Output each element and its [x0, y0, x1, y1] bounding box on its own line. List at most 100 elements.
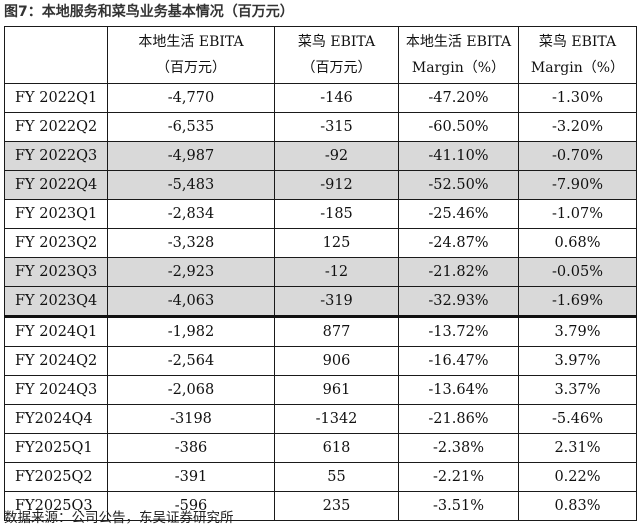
period-cell: FY2024Q4	[4, 404, 108, 434]
header-cainiao-ebita: 菜鸟 EBITA （百万元）	[274, 26, 399, 84]
local-margin-cell: -13.64%	[398, 375, 519, 405]
period-cell: FY 2023Q3	[4, 257, 108, 287]
cainiao-ebita-cell: -315	[274, 112, 399, 142]
cainiao-ebita-cell: -912	[274, 170, 399, 200]
local-ebita-cell: -5,483	[107, 170, 275, 200]
table-row: FY 2022Q3 -4,987 -92 -41.10% -0.70%	[4, 141, 637, 171]
local-ebita-cell: -2,068	[107, 375, 275, 405]
source-note: 数据来源：公司公告，东吴证券研究所	[4, 510, 234, 526]
period-cell: FY 2022Q4	[4, 170, 108, 200]
table-row: FY 2023Q1 -2,834 -185 -25.46% -1.07%	[4, 199, 637, 229]
period-cell: FY 2024Q2	[4, 346, 108, 376]
local-ebita-cell: -2,564	[107, 346, 275, 376]
local-ebita-cell: -4,987	[107, 141, 275, 171]
period-cell: FY2025Q3	[4, 491, 108, 521]
local-ebita-cell: -1,982	[107, 315, 275, 347]
cainiao-margin-cell: -5.46%	[518, 404, 637, 434]
local-margin-cell: -2.38%	[398, 433, 519, 463]
local-margin-cell: -47.20%	[398, 83, 519, 113]
local-margin-cell: -3.51%	[398, 491, 519, 521]
cainiao-margin-cell: -0.05%	[518, 257, 637, 287]
header-local-margin: 本地生活 EBITA Margin（%）	[398, 26, 519, 84]
local-margin-cell: -21.86%	[398, 404, 519, 434]
period-cell: FY 2022Q1	[4, 83, 108, 113]
table-row: FY2024Q4 -3198 -1342 -21.86% -5.46%	[4, 404, 637, 434]
cainiao-margin-cell: -3.20%	[518, 112, 637, 142]
cainiao-margin-cell: -7.90%	[518, 170, 637, 200]
period-cell: FY2025Q1	[4, 433, 108, 463]
header-period	[4, 26, 108, 84]
local-ebita-cell: -386	[107, 433, 275, 463]
local-ebita-cell: -6,535	[107, 112, 275, 142]
table-row: FY 2023Q2 -3,328 125 -24.87% 0.68%	[4, 228, 637, 258]
local-ebita-cell: -2,834	[107, 199, 275, 229]
cainiao-ebita-cell: -146	[274, 83, 399, 113]
cainiao-ebita-cell: 961	[274, 375, 399, 405]
table-row: FY 2022Q4 -5,483 -912 -52.50% -7.90%	[4, 170, 637, 200]
table-body: FY 2022Q1 -4,770 -146 -47.20% -1.30% FY 2022…	[4, 83, 637, 521]
local-margin-cell: -41.10%	[398, 141, 519, 171]
local-ebita-cell: -2,923	[107, 257, 275, 287]
cainiao-ebita-cell: 906	[274, 346, 399, 376]
cainiao-ebita-cell: 125	[274, 228, 399, 258]
cainiao-ebita-cell: -92	[274, 141, 399, 171]
local-ebita-cell: -4,063	[107, 286, 275, 317]
cainiao-margin-cell: 3.37%	[518, 375, 637, 405]
cainiao-ebita-cell: -12	[274, 257, 399, 287]
cainiao-ebita-cell: 55	[274, 462, 399, 492]
period-cell: FY 2022Q3	[4, 141, 108, 171]
period-cell: FY 2024Q3	[4, 375, 108, 405]
table-row: FY 2022Q2 -6,535 -315 -60.50% -3.20%	[4, 112, 637, 142]
cainiao-ebita-cell: -185	[274, 199, 399, 229]
data-table: 本地生活 EBITA （百万元） 菜鸟 EBITA （百万元） 本地生活 EBI…	[4, 26, 637, 521]
cainiao-margin-cell: 0.83%	[518, 491, 637, 521]
local-margin-cell: -21.82%	[398, 257, 519, 287]
table-row: FY2025Q1 -386 618 -2.38% 2.31%	[4, 433, 637, 463]
header-row: 本地生活 EBITA （百万元） 菜鸟 EBITA （百万元） 本地生活 EBI…	[4, 26, 637, 84]
cainiao-margin-cell: -1.07%	[518, 199, 637, 229]
cainiao-margin-cell: 0.22%	[518, 462, 637, 492]
local-margin-cell: -32.93%	[398, 286, 519, 317]
period-cell: FY 2024Q1	[4, 315, 108, 347]
cainiao-ebita-cell: -1342	[274, 404, 399, 434]
table-row: FY 2022Q1 -4,770 -146 -47.20% -1.30%	[4, 83, 637, 113]
figure-title: 图7：本地服务和菜鸟业务基本情况（百万元）	[4, 4, 294, 20]
cainiao-ebita-cell: 235	[274, 491, 399, 521]
cainiao-ebita-cell: 877	[274, 315, 399, 347]
local-ebita-cell: -3198	[107, 404, 275, 434]
table-row: FY 2024Q2 -2,564 906 -16.47% 3.97%	[4, 346, 637, 376]
period-cell: FY 2023Q1	[4, 199, 108, 229]
local-ebita-cell: -391	[107, 462, 275, 492]
table-row: FY 2023Q3 -2,923 -12 -21.82% -0.05%	[4, 257, 637, 287]
local-margin-cell: -13.72%	[398, 315, 519, 347]
local-ebita-cell: -4,770	[107, 83, 275, 113]
local-margin-cell: -16.47%	[398, 346, 519, 376]
table-header: 本地生活 EBITA （百万元） 菜鸟 EBITA （百万元） 本地生活 EBI…	[4, 26, 637, 84]
local-margin-cell: -60.50%	[398, 112, 519, 142]
table-row: FY 2023Q4 -4,063 -319 -32.93% -1.69%	[4, 286, 637, 317]
local-ebita-cell: -596	[107, 491, 275, 521]
table-row: FY2025Q2 -391 55 -2.21% 0.22%	[4, 462, 637, 492]
local-ebita-cell: -3,328	[107, 228, 275, 258]
cainiao-ebita-cell: 618	[274, 433, 399, 463]
header-cainiao-margin: 菜鸟 EBITA Margin（%）	[518, 26, 637, 84]
table-row: FY 2024Q3 -2,068 961 -13.64% 3.37%	[4, 375, 637, 405]
period-cell: FY 2022Q2	[4, 112, 108, 142]
cainiao-margin-cell: -1.30%	[518, 83, 637, 113]
local-margin-cell: -52.50%	[398, 170, 519, 200]
local-margin-cell: -25.46%	[398, 199, 519, 229]
local-margin-cell: -2.21%	[398, 462, 519, 492]
period-cell: FY2025Q2	[4, 462, 108, 492]
cainiao-margin-cell: 0.68%	[518, 228, 637, 258]
table-row: FY 2024Q1 -1,982 877 -13.72% 3.79%	[4, 315, 637, 347]
cainiao-margin-cell: 3.79%	[518, 315, 637, 347]
cainiao-margin-cell: -1.69%	[518, 286, 637, 317]
cainiao-ebita-cell: -319	[274, 286, 399, 317]
cainiao-margin-cell: 2.31%	[518, 433, 637, 463]
table-row: FY2025Q3 -596 235 -3.51% 0.83%	[4, 491, 637, 521]
local-margin-cell: -24.87%	[398, 228, 519, 258]
cainiao-margin-cell: 3.97%	[518, 346, 637, 376]
period-cell: FY 2023Q2	[4, 228, 108, 258]
header-local-ebita: 本地生活 EBITA （百万元）	[107, 26, 275, 84]
period-cell: FY 2023Q4	[4, 286, 108, 317]
